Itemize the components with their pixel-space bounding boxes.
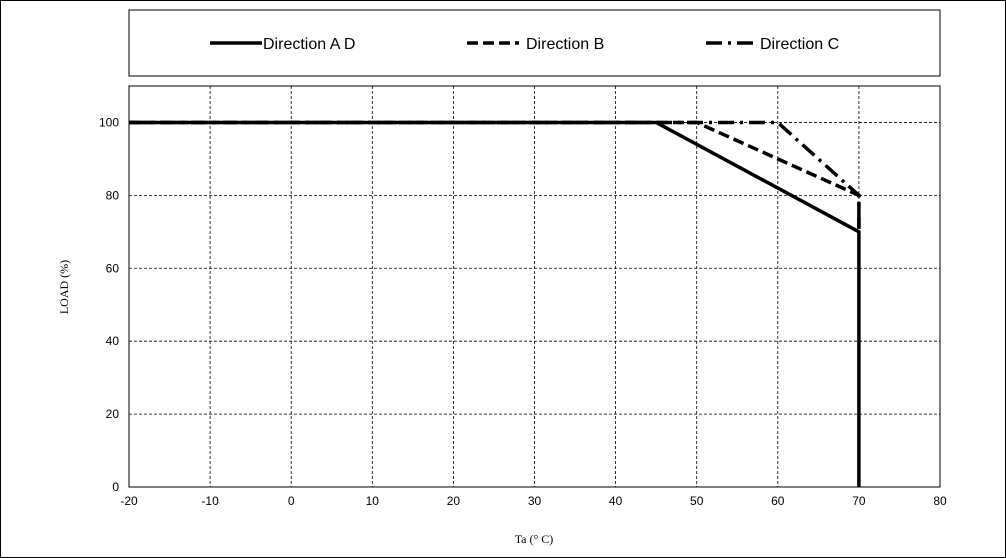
legend-label: Direction A D bbox=[263, 36, 355, 53]
x-tick-label: 20 bbox=[447, 494, 461, 508]
x-tick-label: 30 bbox=[528, 494, 542, 508]
series-line-direction-b bbox=[129, 120, 861, 232]
x-tick-label: -10 bbox=[201, 494, 219, 508]
x-tick-label: 40 bbox=[609, 494, 623, 508]
legend: Direction A D Direction B Direction C bbox=[210, 36, 839, 53]
legend-label: Direction C bbox=[760, 36, 839, 53]
y-tick-label: 100 bbox=[99, 115, 119, 129]
y-tick-label: 20 bbox=[106, 407, 120, 421]
y-axis-label: LOAD (%) bbox=[57, 260, 71, 314]
plot-area-border bbox=[128, 85, 941, 488]
x-tick-labels: -20 -10 0 10 20 30 40 50 60 70 80 bbox=[120, 494, 947, 508]
y-tick-label: 60 bbox=[106, 261, 120, 275]
series-layer bbox=[129, 120, 861, 487]
y-tick-labels: 0 20 40 60 80 100 bbox=[99, 115, 119, 494]
y-tick-label: 0 bbox=[112, 480, 119, 494]
series-line-direction-a-d bbox=[129, 120, 861, 487]
legend-label: Direction B bbox=[526, 36, 604, 53]
x-tick-label: -20 bbox=[120, 494, 138, 508]
grid bbox=[129, 86, 940, 487]
x-tick-label: 50 bbox=[690, 494, 704, 508]
x-tick-label: 10 bbox=[366, 494, 380, 508]
y-tick-label: 40 bbox=[106, 334, 120, 348]
x-tick-label: 60 bbox=[771, 494, 785, 508]
x-axis-label: Ta (° C) bbox=[515, 532, 554, 546]
x-tick-label: 70 bbox=[852, 494, 866, 508]
x-tick-label: 80 bbox=[933, 494, 947, 508]
y-tick-label: 80 bbox=[106, 188, 120, 202]
series-line-direction-c bbox=[129, 120, 861, 232]
x-tick-label: 0 bbox=[288, 494, 295, 508]
legend-box bbox=[128, 9, 941, 77]
